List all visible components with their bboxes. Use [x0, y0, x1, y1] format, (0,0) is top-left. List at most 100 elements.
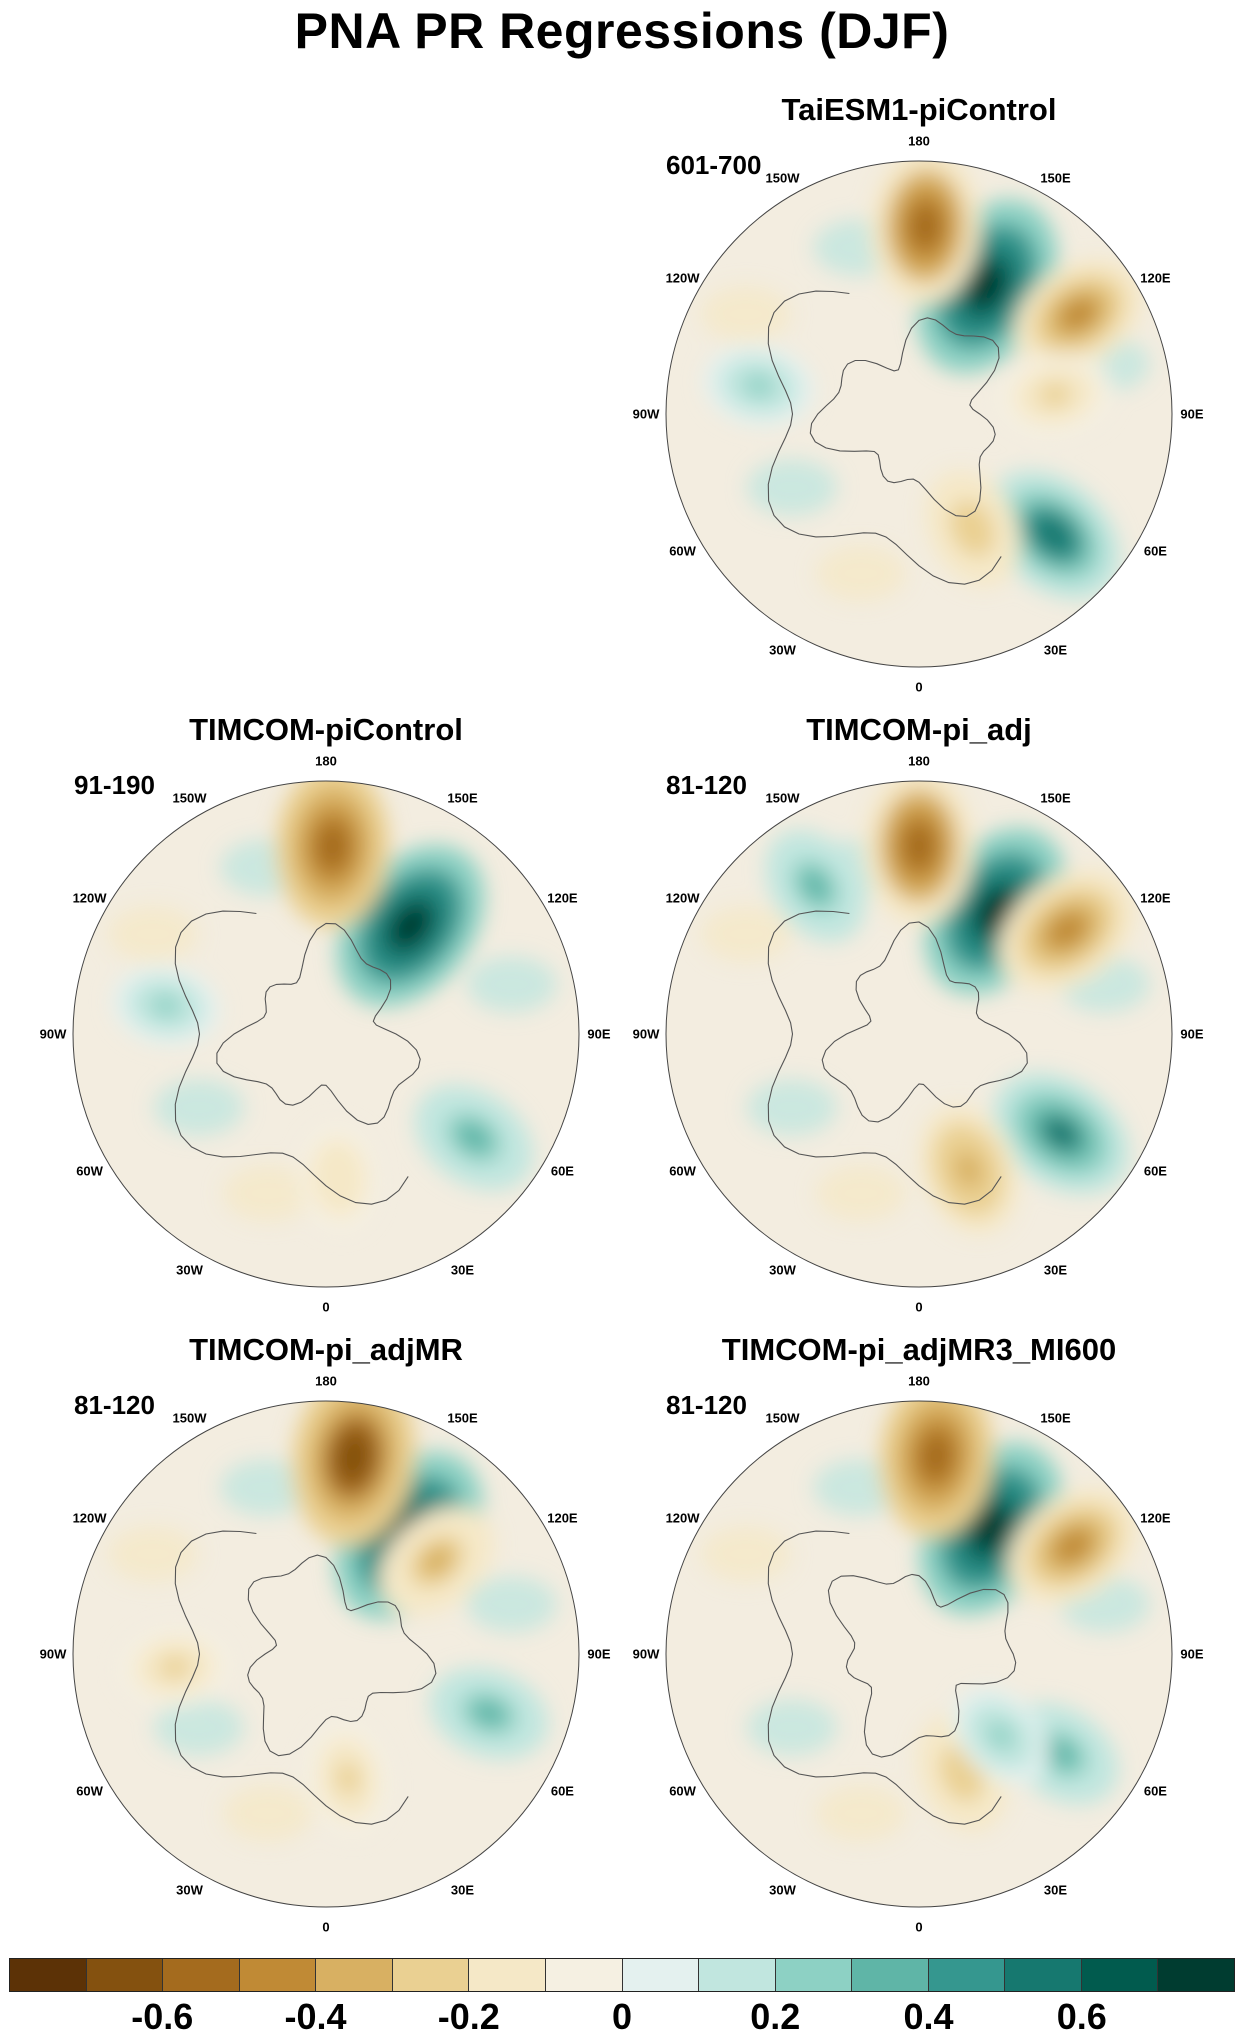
longitude-label: 90E — [587, 1026, 611, 1042]
field-patch — [816, 1165, 907, 1222]
longitude-label: 30E — [450, 1262, 475, 1278]
longitude-label: 120E — [547, 1510, 578, 1525]
polar-map — [665, 780, 1173, 1288]
longitude-label: 120E — [1140, 1510, 1171, 1525]
panel-years: 91-190 — [74, 770, 155, 800]
colorbar — [9, 1958, 1235, 1992]
main-title: PNA PR Regressions (DJF) — [294, 3, 950, 59]
colorbar-tick-label: -0.4 — [284, 1996, 347, 2037]
longitude-label: 90E — [1180, 1646, 1204, 1662]
colorbar-swatch — [469, 1959, 546, 1991]
longitude-label: 180 — [315, 1373, 337, 1389]
longitude-label: 30E — [1043, 1882, 1068, 1898]
coastline — [247, 1554, 437, 1757]
longitude-label: 60W — [669, 1163, 696, 1178]
colorbar-swatch — [1081, 1959, 1159, 1991]
longitude-label: 60W — [76, 1783, 103, 1798]
longitude-label: 60W — [669, 1783, 696, 1798]
panel-title: TaiESM1-piControl — [781, 92, 1057, 127]
anomaly-contour — [389, 903, 432, 949]
map-boundary — [665, 160, 1173, 668]
longitude-label: 60W — [76, 1163, 103, 1178]
field-patch — [153, 1699, 244, 1756]
longitude-label: 30W — [176, 1882, 203, 1898]
coastline — [821, 921, 1028, 1123]
longitude-label: 30W — [769, 1882, 796, 1898]
colorbar-swatch — [928, 1959, 1006, 1991]
longitude-label: 150W — [765, 790, 800, 806]
colorbar-swatch — [10, 1959, 87, 1991]
field-patch — [700, 906, 791, 963]
colorbar-swatch — [1158, 1959, 1234, 1991]
colorbar-swatch — [392, 1959, 470, 1991]
longitude-label: 120W — [665, 1510, 700, 1525]
anomaly-contour — [1047, 913, 1087, 948]
colorbar-tick-label: 0.2 — [750, 1996, 801, 2037]
longitude-label: 30W — [769, 642, 796, 658]
longitude-label: 60E — [1143, 1163, 1167, 1178]
coastline — [174, 1530, 409, 1825]
anomaly-contour — [457, 1122, 491, 1153]
map-boundary — [72, 780, 580, 1288]
longitude-label: 90W — [632, 1646, 660, 1662]
anomaly-contour — [949, 1756, 976, 1790]
field-patch — [700, 286, 791, 343]
longitude-label: 150W — [765, 1410, 800, 1426]
field-patch — [466, 1576, 557, 1633]
coastline — [216, 922, 421, 1125]
field-patch — [746, 1079, 837, 1136]
longitude-label: 150E — [1040, 1410, 1071, 1426]
longitude-label: 150E — [447, 1410, 478, 1426]
panel-title: TIMCOM-pi_adj — [806, 712, 1032, 747]
longitude-label: 90W — [632, 1026, 660, 1042]
longitude-label: 0 — [322, 1299, 330, 1315]
longitude-label: 150E — [447, 790, 478, 806]
longitude-label: 120W — [72, 1510, 107, 1525]
coastline — [767, 290, 1002, 585]
anomaly-contour — [971, 1504, 1012, 1553]
longitude-label: 150W — [172, 790, 207, 806]
field-patch — [223, 1165, 314, 1222]
field-patch — [153, 1079, 244, 1136]
longitude-label: 30E — [1043, 642, 1068, 658]
longitude-label: 120E — [1140, 890, 1171, 905]
longitude-label: 60E — [550, 1783, 574, 1798]
longitude-label: 90E — [587, 1646, 611, 1662]
polar-map — [72, 780, 580, 1288]
panel-years: 601-700 — [666, 150, 762, 180]
longitude-label: 180 — [908, 1373, 930, 1389]
longitude-label: 30E — [450, 1882, 475, 1898]
coastline — [827, 1573, 1017, 1758]
anomaly-contour — [966, 261, 1007, 311]
longitude-label: 90W — [39, 1646, 67, 1662]
longitude-label: 60E — [1143, 1783, 1167, 1798]
longitude-label: 120W — [72, 890, 107, 905]
coastline — [767, 910, 1002, 1205]
field-patch — [700, 1526, 791, 1583]
anomaly-contour — [801, 870, 830, 902]
anomaly-contour — [150, 994, 181, 1017]
colorbar-swatch — [316, 1959, 393, 1991]
field-patch — [746, 459, 837, 516]
longitude-label: 180 — [908, 753, 930, 769]
longitude-label: 90E — [1180, 406, 1204, 422]
map-boundary — [665, 1400, 1173, 1908]
longitude-label: 120E — [1140, 270, 1171, 285]
colorbar-swatch — [699, 1959, 776, 1991]
colorbar-swatch — [775, 1959, 853, 1991]
colorbar-swatch — [1005, 1959, 1082, 1991]
coastline — [809, 317, 1000, 518]
colorbar-tick-label: 0 — [611, 1996, 633, 2037]
longitude-label: 120W — [665, 890, 700, 905]
longitude-label: 60E — [1143, 543, 1167, 558]
polar-map — [665, 160, 1173, 668]
longitude-label: 150E — [1040, 170, 1071, 186]
longitude-label: 180 — [315, 753, 337, 769]
anomaly-contour — [743, 374, 775, 398]
field-patch — [466, 956, 557, 1013]
anomaly-contour — [316, 823, 349, 870]
longitude-label: 60W — [669, 543, 696, 558]
colorbar-tick-label: 0.6 — [1056, 1996, 1107, 2037]
anomaly-contour — [336, 1762, 360, 1795]
field-patch — [816, 1785, 907, 1842]
